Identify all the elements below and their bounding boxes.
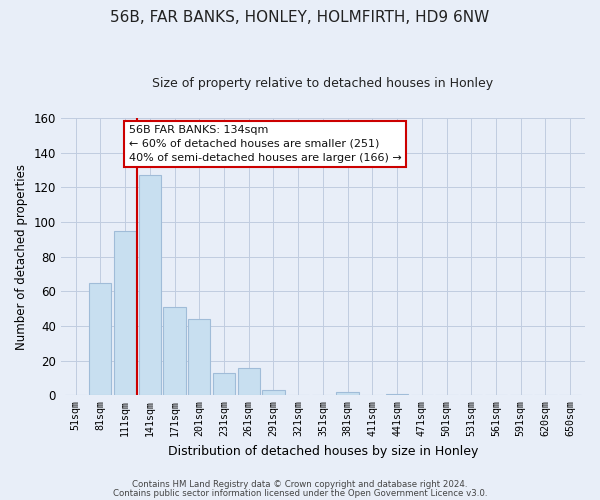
Bar [386, 394, 408, 396]
Bar [262, 390, 284, 396]
Text: Contains HM Land Registry data © Crown copyright and database right 2024.: Contains HM Land Registry data © Crown c… [132, 480, 468, 489]
Text: 56B, FAR BANKS, HONLEY, HOLMFIRTH, HD9 6NW: 56B, FAR BANKS, HONLEY, HOLMFIRTH, HD9 6… [110, 10, 490, 25]
Bar [163, 307, 185, 396]
Bar [238, 368, 260, 396]
Bar [89, 282, 112, 396]
Bar [114, 230, 136, 396]
Bar [139, 175, 161, 396]
Text: Contains public sector information licensed under the Open Government Licence v3: Contains public sector information licen… [113, 488, 487, 498]
Text: 56B FAR BANKS: 134sqm
← 60% of detached houses are smaller (251)
40% of semi-det: 56B FAR BANKS: 134sqm ← 60% of detached … [129, 125, 401, 163]
Bar [188, 319, 211, 396]
Bar [213, 373, 235, 396]
Bar [337, 392, 359, 396]
Title: Size of property relative to detached houses in Honley: Size of property relative to detached ho… [152, 78, 493, 90]
X-axis label: Distribution of detached houses by size in Honley: Distribution of detached houses by size … [168, 444, 478, 458]
Y-axis label: Number of detached properties: Number of detached properties [15, 164, 28, 350]
